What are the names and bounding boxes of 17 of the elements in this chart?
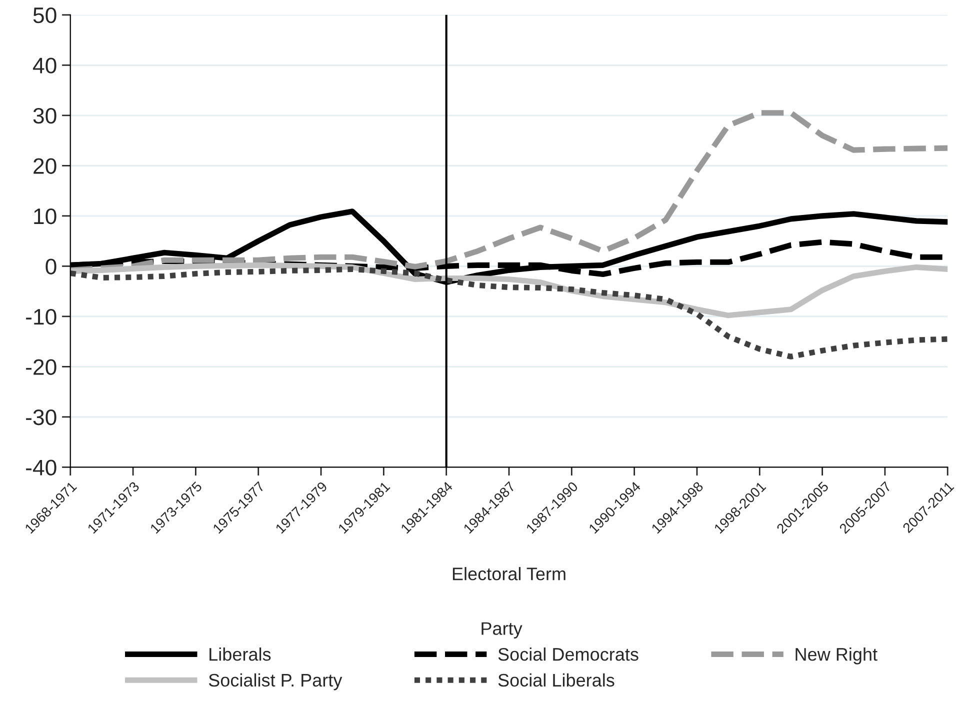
legend-label: New Right (796, 648, 878, 664)
legend-label: Socialist P. Party (208, 673, 342, 690)
legend-label: Liberals (210, 648, 271, 661)
x-axis-title: Electoral Term (452, 567, 566, 580)
y-tick-label: 40 (32, 58, 56, 74)
y-tick-label: -30 (26, 409, 56, 426)
y-tick-label: -10 (26, 308, 56, 325)
y-tick-label: 30 (33, 108, 56, 124)
legend-label: Social Liberals (498, 673, 614, 687)
y-tick-label: 50 (33, 7, 56, 24)
legend-label: Social Democrats (498, 648, 638, 661)
legend-title: Party (482, 622, 522, 638)
y-tick-label: -20 (26, 359, 56, 375)
y-tick-label: 10 (34, 208, 56, 224)
y-tick-label: -40 (26, 460, 56, 476)
y-tick-label: 20 (34, 158, 56, 174)
y-tick-label: 0 (46, 258, 56, 274)
